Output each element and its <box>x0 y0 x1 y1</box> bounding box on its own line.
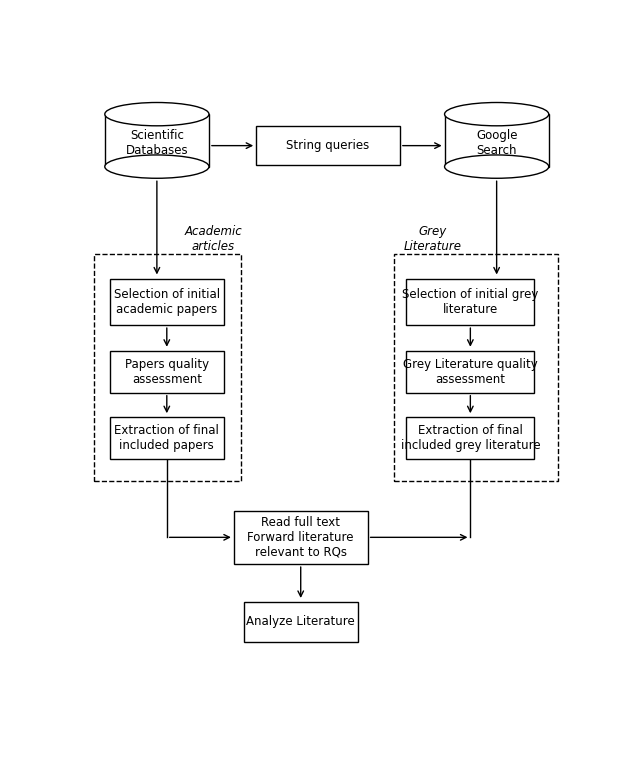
Text: Google
Search: Google Search <box>476 129 517 157</box>
Text: Selection of initial grey
literature: Selection of initial grey literature <box>402 288 538 316</box>
FancyBboxPatch shape <box>256 126 400 166</box>
FancyBboxPatch shape <box>406 350 534 393</box>
Text: Selection of initial
academic papers: Selection of initial academic papers <box>114 288 220 316</box>
Text: Extraction of final
included grey literature: Extraction of final included grey litera… <box>401 424 540 452</box>
FancyBboxPatch shape <box>110 350 224 393</box>
FancyBboxPatch shape <box>110 417 224 459</box>
Text: Scientific
Databases: Scientific Databases <box>125 129 188 157</box>
FancyBboxPatch shape <box>244 602 358 642</box>
Ellipse shape <box>445 102 548 126</box>
Ellipse shape <box>105 102 209 126</box>
Polygon shape <box>105 114 209 167</box>
Text: Grey Literature quality
assessment: Grey Literature quality assessment <box>403 358 538 386</box>
Text: Grey
Literature: Grey Literature <box>404 226 462 254</box>
Ellipse shape <box>105 155 209 179</box>
Ellipse shape <box>445 155 548 179</box>
FancyBboxPatch shape <box>110 279 224 326</box>
Polygon shape <box>445 114 548 167</box>
Text: Read full text
Forward literature
relevant to RQs: Read full text Forward literature releva… <box>248 516 354 559</box>
FancyBboxPatch shape <box>406 279 534 326</box>
Text: Analyze Literature: Analyze Literature <box>246 615 355 628</box>
FancyBboxPatch shape <box>234 510 368 564</box>
FancyBboxPatch shape <box>406 417 534 459</box>
Text: Academic
articles: Academic articles <box>184 226 242 254</box>
Text: Extraction of final
included papers: Extraction of final included papers <box>115 424 220 452</box>
Text: String queries: String queries <box>286 139 370 152</box>
Text: Papers quality
assessment: Papers quality assessment <box>125 358 209 386</box>
